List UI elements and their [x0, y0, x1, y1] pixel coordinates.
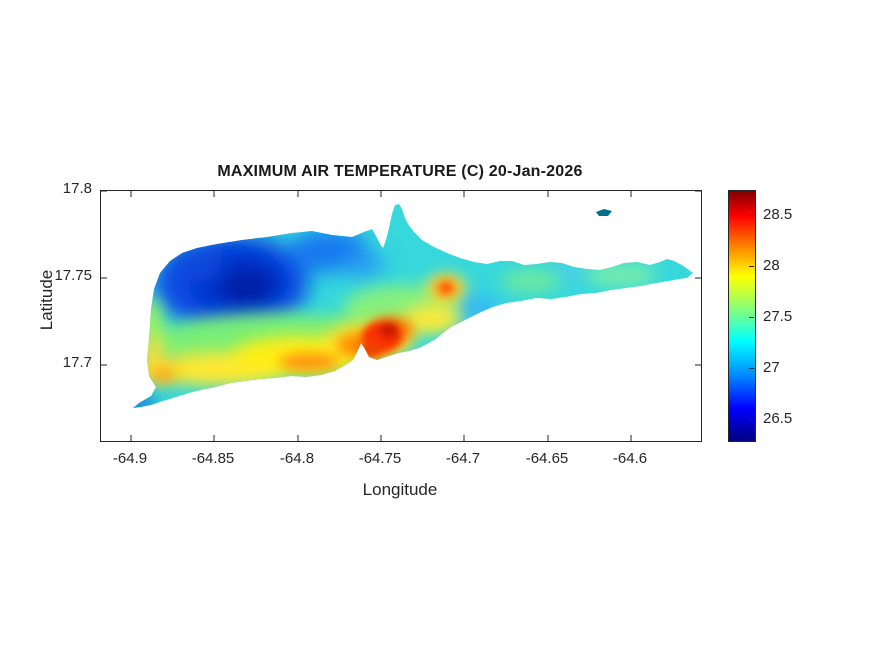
colorbar-tick-label: 26.5	[763, 410, 793, 427]
colorbar-tick	[749, 266, 754, 267]
x-tick-label: -64.7	[445, 450, 481, 467]
x-axis-label: Longitude	[362, 480, 438, 499]
x-tick-label: -64.75	[358, 450, 402, 467]
x-tick-label: -64.65	[525, 450, 569, 467]
y-tick-label: 17.8	[62, 180, 92, 197]
island-temperature-field	[133, 204, 693, 408]
y-tick-label: 17.75	[54, 267, 92, 284]
colorbar-tick	[749, 317, 754, 318]
colorbar-tick-label: 28.5	[763, 206, 793, 223]
red-hotspots	[359, 283, 452, 358]
x-tick-label: -64.6	[612, 450, 648, 467]
offshore-islet	[596, 209, 612, 216]
chart-title: MAXIMUM AIR TEMPERATURE (C) 20-Jan-2026	[217, 163, 583, 180]
colorbar-tick	[749, 368, 754, 369]
y-tick-label: 17.7	[62, 354, 92, 371]
colorbar-tick-label: 27.5	[763, 308, 793, 325]
colorbar-tick-label: 27	[763, 359, 780, 376]
axis-tick-marks	[101, 191, 701, 441]
colorbar-tick	[749, 419, 754, 420]
colorbar	[728, 190, 756, 442]
temperature-map-svg	[101, 191, 701, 441]
x-tick-label: -64.8	[279, 450, 315, 467]
colorbar-tick-label: 28	[763, 257, 780, 274]
x-tick-label: -64.9	[112, 450, 148, 467]
cold-blue-regions	[133, 229, 587, 408]
y-axis-label: Latitude	[37, 269, 56, 331]
colorbar-tick	[749, 215, 754, 216]
x-tick-label: -64.85	[191, 450, 235, 467]
plot-area	[100, 190, 702, 442]
